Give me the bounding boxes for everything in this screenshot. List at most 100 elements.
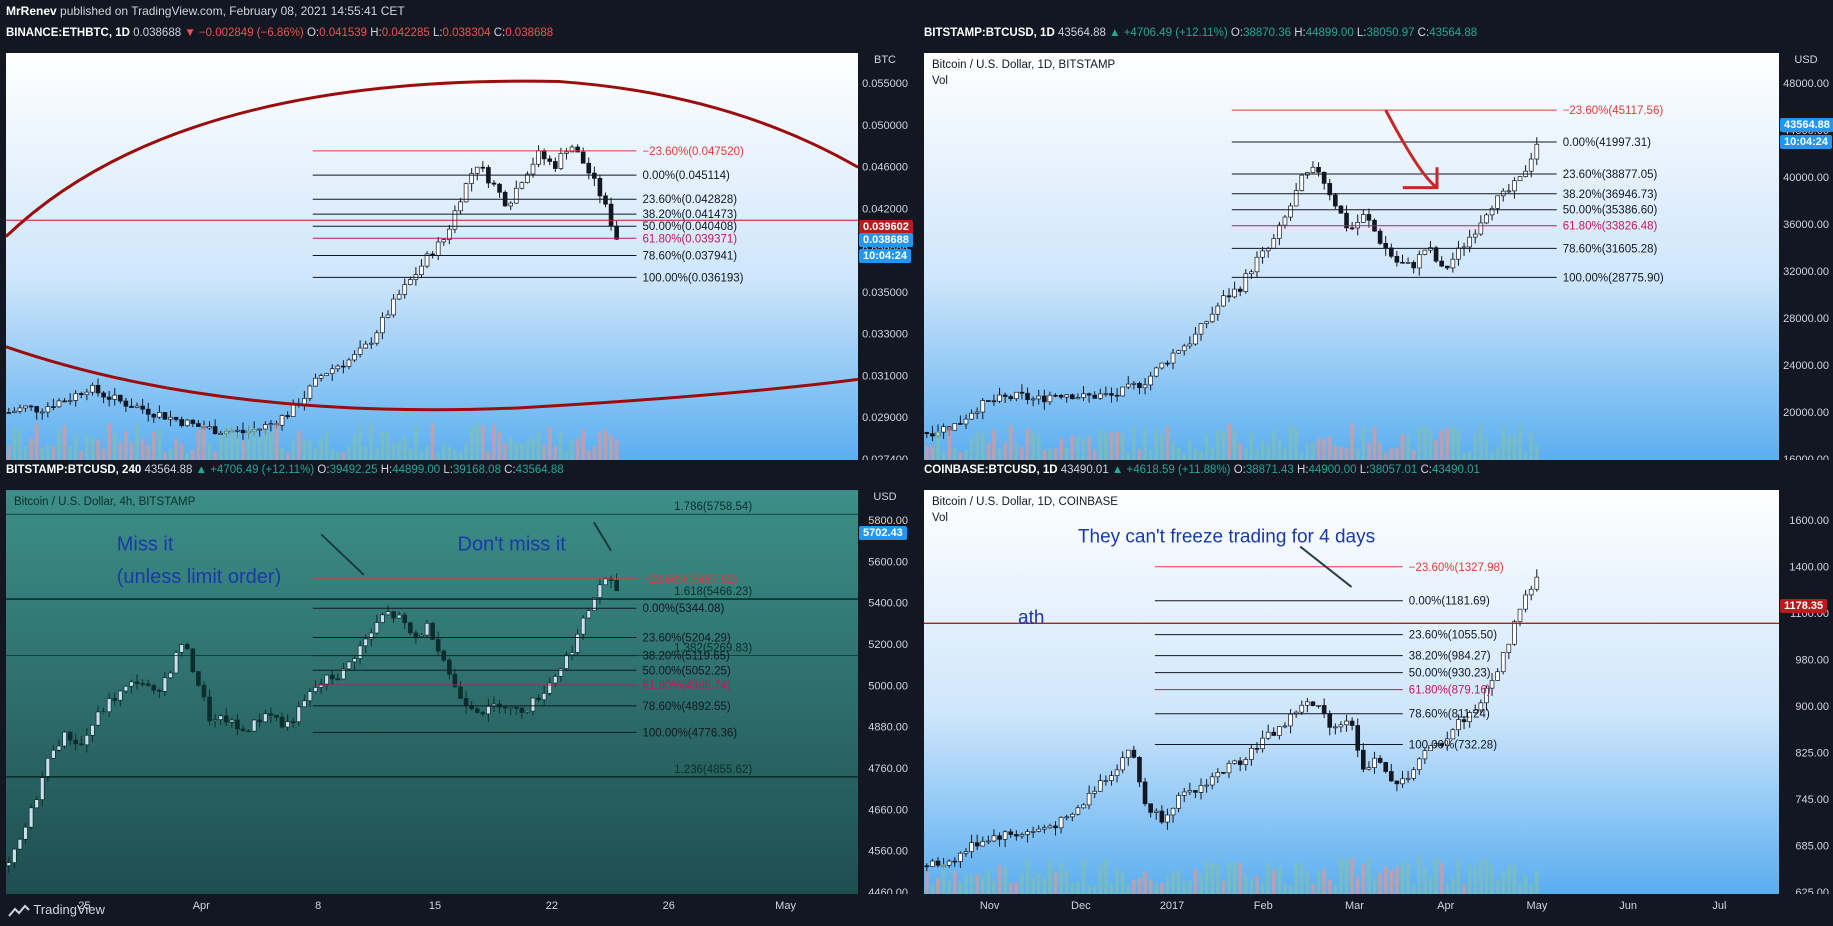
candle <box>447 659 452 675</box>
symbol-name[interactable]: BITSTAMP:BTCUSD, 1D <box>924 27 1055 39</box>
author-name[interactable]: MrRenev <box>6 4 57 18</box>
candle <box>1097 780 1103 792</box>
chart-svg[interactable]: −23.60%(45117.56) 0.00%(41997.31) 23.60%(3… <box>924 53 1779 461</box>
brand-name[interactable]: TradingView <box>33 902 105 917</box>
candle <box>597 584 603 598</box>
candle <box>1355 222 1361 229</box>
fib-label: 0.00%(1181.69) <box>1409 596 1490 608</box>
annotation-text[interactable]: They can't freeze trading for 4 days <box>1078 527 1375 548</box>
candle <box>1165 362 1170 365</box>
annotation-text[interactable]: Miss it <box>117 534 174 556</box>
volume-bar <box>1243 875 1248 894</box>
candle <box>491 703 497 707</box>
plot-area[interactable]: −23.60%(0.047520) 0.00%(0.045114) 23.60%(0… <box>6 53 858 461</box>
candle <box>1400 778 1405 785</box>
candle <box>1428 745 1433 752</box>
candle <box>357 347 363 355</box>
plot-area[interactable]: −23.60%(45117.56) 0.00%(41997.31) 23.60%(3… <box>924 53 1779 461</box>
fib-extension[interactable]: 1.786(5758.54) 1.618(5466.23) 1.382(5269.8… <box>6 501 858 778</box>
chart-panel-4[interactable]: COINBASE:BTCUSD, 1D 43490.01 ▲ +4618.59 … <box>918 460 1833 916</box>
annotation-text[interactable]: ath <box>1018 607 1044 628</box>
volume-bar <box>1064 870 1069 894</box>
arrow-drawing[interactable] <box>593 521 612 552</box>
volume-bar <box>1143 428 1148 461</box>
chart-panel-2[interactable]: BITSTAMP:BTCUSD, 1D 43564.88 ▲ +4706.49 … <box>918 23 1833 483</box>
symbol-name[interactable]: COINBASE:BTCUSD, 1D <box>924 464 1058 476</box>
symbol-header: BITSTAMP:BTCUSD, 1D 43564.88 ▲ +4706.49 … <box>924 27 1478 39</box>
fib-retracement[interactable]: −23.60%(0.047520) 0.00%(0.045114) 23.60%(0… <box>312 146 744 284</box>
volume-label: Vol <box>932 75 948 87</box>
y-tick-label: 0.042000 <box>862 203 908 215</box>
candle <box>56 400 62 408</box>
arrow-drawing[interactable] <box>320 533 365 576</box>
arrow-drawing[interactable] <box>1299 545 1353 588</box>
candle <box>380 316 385 334</box>
candle <box>1137 382 1142 389</box>
price-axis[interactable]: USD48000.0044000.0040000.0036000.0032000… <box>1779 53 1833 466</box>
arrow-drawing[interactable] <box>1384 109 1438 189</box>
ellipse-drawing[interactable] <box>6 345 858 412</box>
time-axis[interactable]: Nov Dec 2017 Feb Mar Apr May Jun Jul <box>924 894 1779 916</box>
volume-bar <box>1529 883 1534 894</box>
volume-bar <box>1227 423 1231 461</box>
fib-retracement[interactable]: −23.60%(45117.56) 0.00%(41997.31) 23.60%(3… <box>1231 105 1664 284</box>
symbol-name[interactable]: BINANCE:ETHBTC, 1D <box>6 27 130 39</box>
candle <box>1081 804 1086 809</box>
candle <box>958 423 963 425</box>
ohlc-h: 0.042285 <box>381 27 430 39</box>
fib-label: 61.80%(33826.48) <box>1563 221 1658 233</box>
x-tick-label: Nov <box>980 900 1000 912</box>
candle <box>541 692 547 701</box>
candle <box>1517 176 1523 182</box>
price-axis[interactable]: 1600.00 1400.00 1100.00 980.00 900.00 825.00 7… <box>1779 490 1833 899</box>
candle <box>380 614 385 623</box>
fib-label: 78.60%(811.24) <box>1409 709 1490 721</box>
fib-retracement[interactable]: −23.60%(5487.62) 0.00%(5344.08) 23.60%(520… <box>312 574 738 740</box>
volume-bar <box>296 430 301 461</box>
price-axis[interactable]: USD 5800.00 5600.00 5400.00 5200.00 5000.00 48… <box>858 490 912 899</box>
candle <box>1176 794 1181 809</box>
chart-svg[interactable]: −23.60%(1327.98) 0.00%(1181.69) 23.60%(105… <box>924 490 1779 894</box>
y-tick-label: 625.00 <box>1795 887 1829 894</box>
x-tick-label: Apr <box>193 900 210 912</box>
ellipse-drawing[interactable] <box>6 79 858 238</box>
volume-bar <box>1103 433 1108 461</box>
candle <box>1394 780 1400 785</box>
candle <box>368 342 374 345</box>
candle <box>1249 747 1254 760</box>
volume-bar <box>1422 425 1427 461</box>
volume-bar <box>1512 864 1517 894</box>
candle <box>1176 350 1181 354</box>
candle <box>1232 760 1237 764</box>
plot-area[interactable]: −23.60%(1327.98) 0.00%(1181.69) 23.60%(105… <box>924 490 1779 894</box>
volume-bar <box>324 430 329 461</box>
symbol-name[interactable]: BITSTAMP:BTCUSD, 240 <box>6 464 142 476</box>
time-axis[interactable]: 25 Apr 8 15 22 26 May <box>6 894 858 916</box>
candle <box>1181 345 1187 352</box>
candle <box>1271 238 1277 249</box>
annotation-text[interactable]: (unless limit order) <box>117 566 281 588</box>
ohlc-c: 43490.01 <box>1431 464 1480 476</box>
chart-panel-3[interactable]: BITSTAMP:BTCUSD, 240 43564.88 ▲ +4706.49… <box>0 460 912 916</box>
candle <box>1366 767 1372 770</box>
volume-bar <box>1506 864 1511 894</box>
volume-bar <box>536 430 541 461</box>
chart-panel-1[interactable]: BINANCE:ETHBTC, 1D 0.038688 ▼ −0.002849 … <box>0 23 913 483</box>
chart-svg[interactable]: −23.60%(0.047520) 0.00%(0.045114) 23.60%(0… <box>6 53 858 461</box>
volume-bar <box>1501 425 1506 461</box>
candle <box>597 178 603 197</box>
candle <box>941 426 946 433</box>
annotation-text[interactable]: Don't miss it <box>458 534 567 556</box>
plot-area[interactable]: −23.60%(5487.62) 0.00%(5344.08) 23.60%(520… <box>6 490 858 894</box>
volume-bar <box>408 448 413 461</box>
volume-bar <box>1383 866 1388 894</box>
volume-bar <box>1445 427 1450 461</box>
candle <box>101 711 106 714</box>
fib-retracement[interactable]: −23.60%(1327.98) 0.00%(1181.69) 23.60%(105… <box>1154 562 1504 752</box>
volume-bar <box>425 445 429 461</box>
volume-bar <box>1137 877 1142 894</box>
candle <box>263 713 268 723</box>
x-tick-label: Dec <box>1071 900 1091 912</box>
chart-svg[interactable]: −23.60%(5487.62) 0.00%(5344.08) 23.60%(520… <box>6 490 858 894</box>
candle <box>1411 262 1416 269</box>
